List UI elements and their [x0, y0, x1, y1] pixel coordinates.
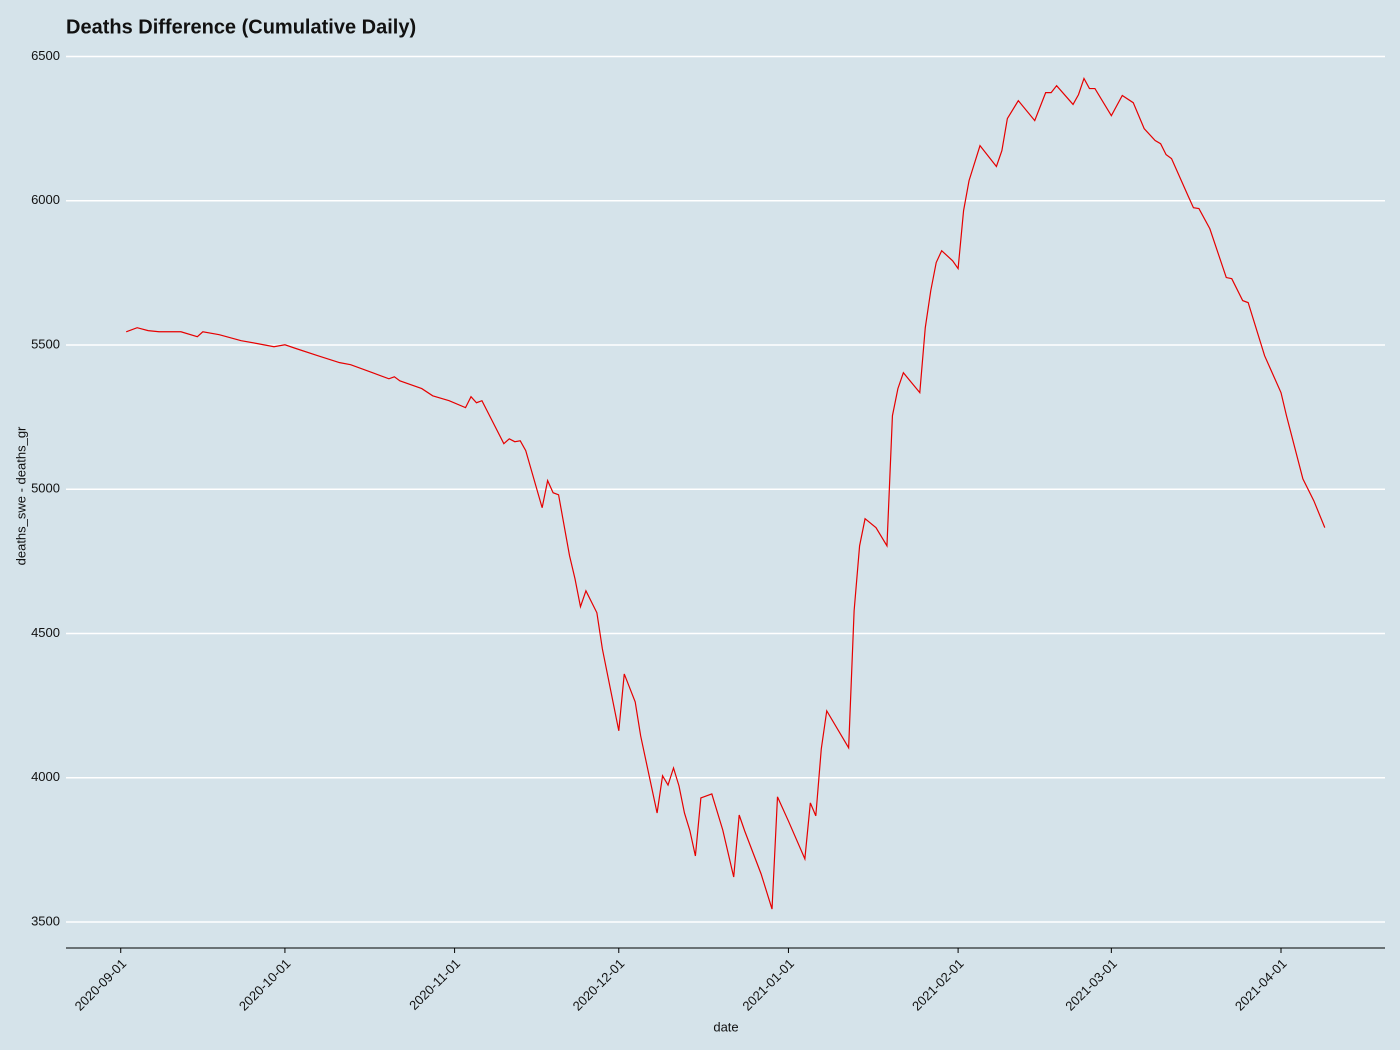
y-tick-label: 6000: [31, 192, 60, 207]
x-axis-label: date: [713, 1019, 738, 1034]
y-tick-label: 6500: [31, 48, 60, 63]
y-tick-label: 3500: [31, 913, 60, 928]
y-tick-label: 4000: [31, 769, 60, 784]
y-tick-label: 4500: [31, 625, 60, 640]
data-line: [125, 76, 1326, 910]
y-tick-label: 5500: [31, 336, 60, 351]
y-tick-label: 5000: [31, 481, 60, 496]
chart-title: Deaths Difference (Cumulative Daily): [66, 16, 416, 38]
y-axis-label: deaths_swe - deaths_gr: [13, 426, 28, 565]
